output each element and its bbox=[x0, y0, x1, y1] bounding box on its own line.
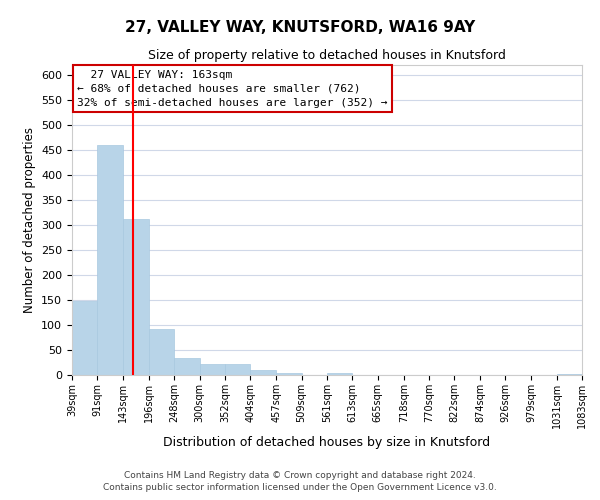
Bar bbox=[250, 370, 276, 375]
Bar bbox=[72, 300, 97, 375]
Y-axis label: Number of detached properties: Number of detached properties bbox=[23, 127, 35, 313]
Bar bbox=[276, 372, 302, 375]
Bar bbox=[149, 328, 174, 375]
Text: 27 VALLEY WAY: 163sqm
← 68% of detached houses are smaller (762)
32% of semi-det: 27 VALLEY WAY: 163sqm ← 68% of detached … bbox=[77, 70, 388, 108]
Bar bbox=[97, 145, 123, 375]
Bar bbox=[327, 372, 352, 375]
Bar bbox=[557, 374, 582, 375]
Title: Size of property relative to detached houses in Knutsford: Size of property relative to detached ho… bbox=[148, 50, 506, 62]
Bar bbox=[123, 219, 149, 375]
Text: 27, VALLEY WAY, KNUTSFORD, WA16 9AY: 27, VALLEY WAY, KNUTSFORD, WA16 9AY bbox=[125, 20, 475, 35]
Text: Contains HM Land Registry data © Crown copyright and database right 2024.
Contai: Contains HM Land Registry data © Crown c… bbox=[103, 471, 497, 492]
Bar bbox=[174, 358, 199, 375]
Bar bbox=[225, 364, 250, 375]
X-axis label: Distribution of detached houses by size in Knutsford: Distribution of detached houses by size … bbox=[163, 436, 491, 449]
Bar bbox=[199, 364, 225, 375]
